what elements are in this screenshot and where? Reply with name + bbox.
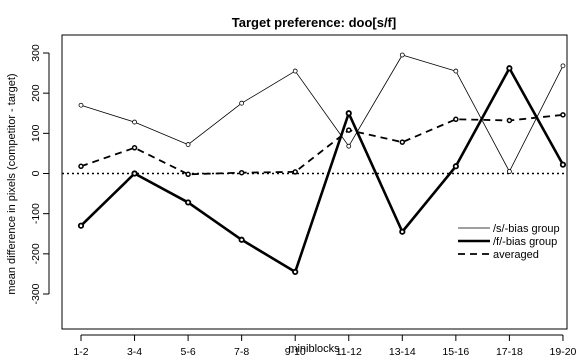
series-line (80, 54, 564, 172)
series-3 (78, 112, 566, 178)
x-tick-label: 5-6 (181, 346, 196, 356)
data-point (453, 68, 459, 74)
data-point (185, 199, 192, 206)
series-line (80, 66, 565, 274)
data-point (345, 110, 352, 117)
data-point (185, 142, 191, 147)
data-point (131, 170, 138, 177)
y-axis-label: mean difference in pixels (competitor - … (6, 73, 18, 294)
data-point (292, 68, 298, 74)
data-point (346, 127, 352, 133)
x-tick-label: 19-20 (550, 346, 577, 356)
data-point (452, 163, 459, 170)
x-tick-label: 13-14 (389, 346, 416, 356)
series-layer (77, 52, 567, 276)
legend-label: /f/-bias group (493, 236, 557, 248)
data-point (132, 119, 137, 125)
data-point (399, 228, 406, 235)
x-axis-label: miniblocks (288, 343, 340, 355)
data-point (77, 222, 85, 229)
data-point (453, 116, 459, 123)
data-point (559, 161, 567, 168)
y-tick-label: -300 (30, 283, 42, 304)
data-point (131, 145, 138, 151)
series-2 (77, 65, 567, 276)
data-point (238, 169, 245, 176)
y-axis: -300 -200 -100 0 100 200 300 (30, 44, 50, 305)
y-tick-label: -100 (30, 203, 42, 224)
x-tick-label: 9-10 (285, 346, 306, 356)
data-point (560, 63, 566, 69)
data-point (78, 102, 84, 108)
y-tick-label: 300 (30, 44, 42, 62)
data-point (78, 163, 84, 170)
x-tick-label: 7-8 (234, 346, 249, 356)
data-point (399, 52, 405, 58)
x-tick-label: 15-16 (442, 346, 469, 356)
data-point (239, 100, 245, 106)
series-line (80, 113, 564, 176)
data-point (506, 117, 513, 124)
x-axis: 1-2 3-4 5-6 7-8 9-10 11-12 13-14 15-16 17-18 19-2… (73, 334, 577, 356)
y-tick-label: 0 (30, 170, 42, 176)
y-tick-label: 200 (30, 84, 42, 102)
plot-frame (61, 34, 568, 330)
x-tick-label: 11-12 (336, 346, 362, 356)
x-tick-label: 17-18 (496, 346, 523, 356)
data-point (560, 112, 566, 118)
data-point (399, 139, 406, 145)
data-point (292, 169, 298, 175)
data-point (185, 171, 191, 178)
data-point (506, 65, 513, 72)
data-point (506, 169, 512, 174)
y-tick-label: 100 (30, 124, 42, 142)
y-tick-label: -200 (30, 243, 42, 264)
data-point (238, 236, 245, 243)
series-1 (78, 52, 566, 174)
x-tick-label: 1-2 (73, 346, 88, 356)
data-point (292, 268, 299, 276)
legend-label: /s/-bias group (493, 223, 560, 235)
data-point (346, 143, 352, 149)
legend-label: averaged (493, 249, 539, 261)
chart-title: Target preference: doo[s/f] (232, 15, 396, 30)
x-tick-label: 3-4 (127, 346, 142, 356)
